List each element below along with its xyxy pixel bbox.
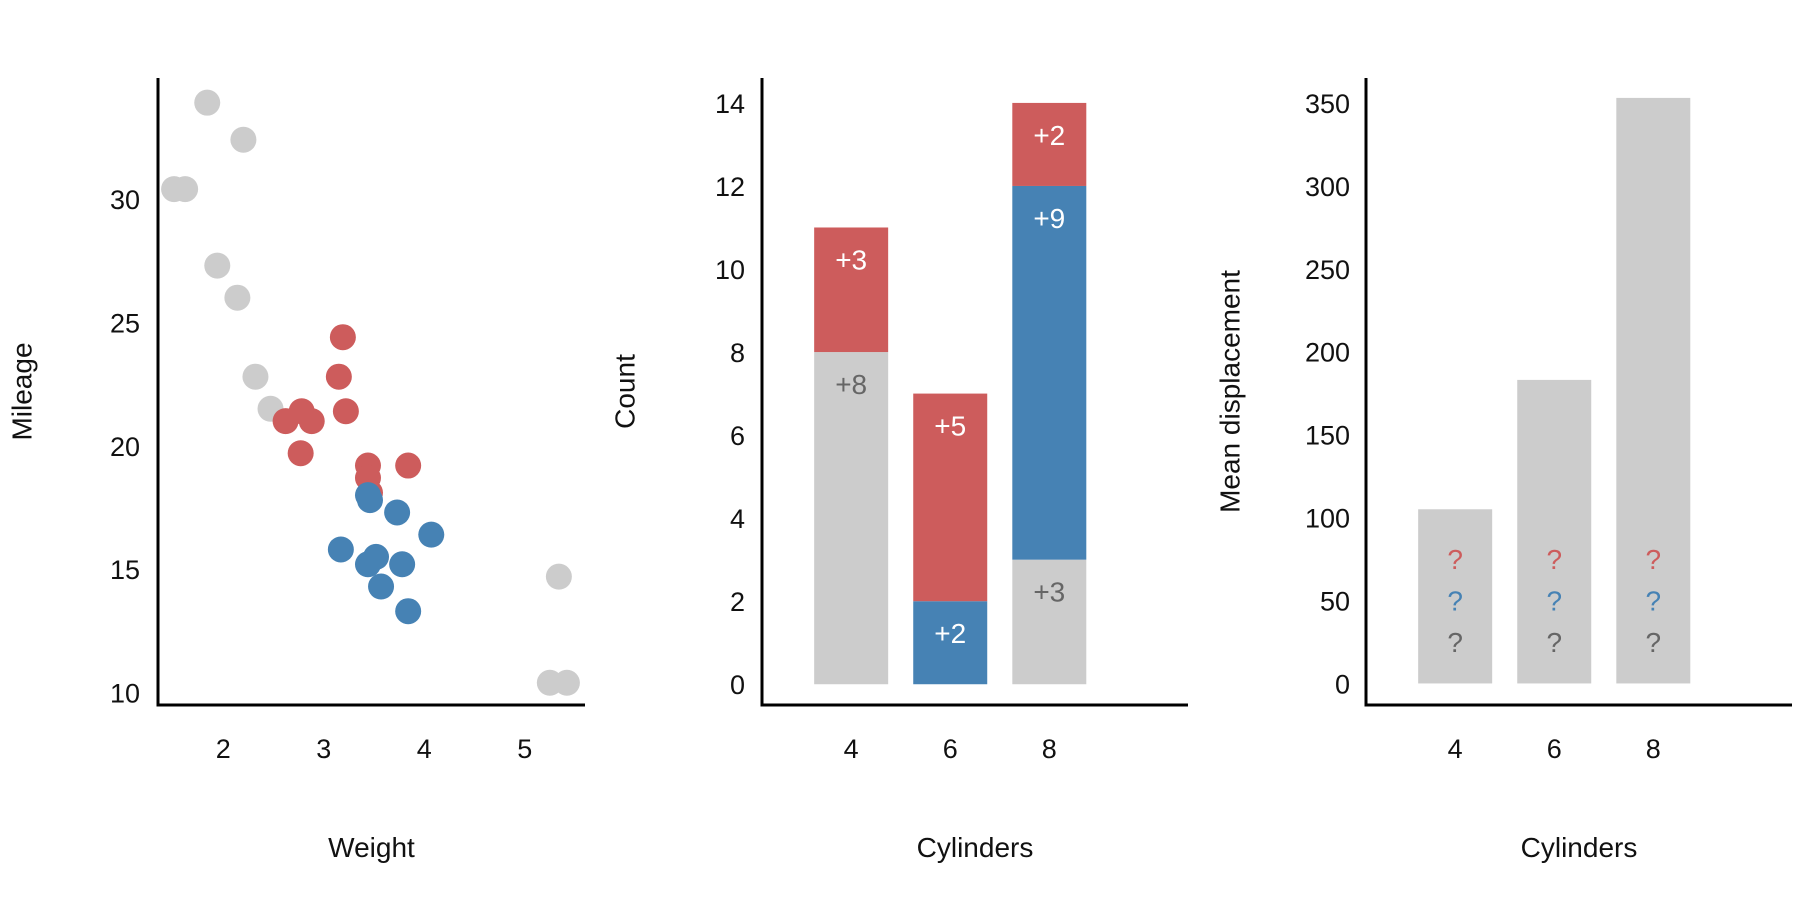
scatter-point-gray [545,563,572,590]
y-tick-label: 150 [1305,421,1350,451]
bar-segment-blue [1012,185,1087,560]
scatter-point-blue [384,499,411,526]
x-tick-label: 4 [844,734,859,764]
bar-segment-label: +2 [1033,120,1065,151]
y-tick-label: 300 [1305,172,1350,202]
scatter-point-gray [194,89,221,116]
y-tick-label: 2 [730,587,745,617]
question-mark-label: ? [1447,544,1463,575]
y-tick-label: 10 [110,679,140,709]
bar [1418,509,1493,684]
y-tick-label: 100 [1305,504,1350,534]
question-mark-label: ? [1447,627,1463,658]
scatter-point-gray [242,363,269,390]
y-axis-label: Mean displacement [1215,270,1246,513]
x-tick-label: 2 [216,734,231,764]
question-mark-label: ? [1546,627,1562,658]
x-tick-label: 8 [1646,734,1661,764]
axis-lines [1364,78,1792,707]
y-tick-label: 15 [110,555,140,585]
x-tick-label: 5 [517,734,532,764]
bar-segment-label: +2 [934,618,966,649]
bar-segment-blue [913,601,988,685]
scatter-point-red [298,408,325,435]
y-tick-label: 20 [110,432,140,462]
y-tick-label: 14 [715,89,745,119]
y-tick-label: 12 [715,172,745,202]
scatter-point-blue [327,536,354,563]
y-tick-label: 250 [1305,255,1350,285]
displacement-bar-panel: 0 50 100 150 200 250 300 350 4 6 8 Cylinders Mean di… [1215,78,1792,863]
bar-segment-label: +5 [934,411,966,442]
scatter-point-blue [363,543,390,570]
y-tick-label: 4 [730,504,745,534]
bar-segment-label: +3 [835,244,867,275]
scatter-point-red [332,398,359,425]
y-tick-label: 50 [1320,587,1350,617]
stacked-bar-panel: 0 2 4 6 8 10 12 14 4 6 8 Cylinders Count +8 +3 +2 +5 +3 +9… [610,78,1188,863]
y-tick-label: 200 [1305,338,1350,368]
y-axis-label: Count [610,354,641,429]
scatter-point-gray [204,252,231,279]
y-tick-label: 30 [110,185,140,215]
scatter-point-gray [172,176,199,203]
question-mark-label: ? [1646,627,1662,658]
scatter-point-blue [389,551,416,578]
scatter-point-red [325,363,352,390]
y-tick-label: 25 [110,308,140,338]
x-axis-label: Cylinders [1521,832,1638,863]
scatter-point-red [287,440,314,467]
y-tick-label: 8 [730,338,745,368]
bar-segment-label: +8 [835,369,867,400]
scatter-point-blue [368,573,395,600]
x-tick-label: 4 [417,734,432,764]
scatter-point-blue [354,482,381,509]
bar-segment-gray [1012,559,1087,685]
bar [1517,379,1592,684]
scatter-point-red [329,324,356,351]
x-tick-label: 4 [1448,734,1463,764]
scatter-point-blue [395,598,422,625]
scatter-point-gray [230,126,257,153]
bar-segment-gray [814,352,889,685]
bar-segment-label: +9 [1033,203,1065,234]
scatter-point-gray [553,669,580,696]
scatter-point-blue [418,521,445,548]
y-tick-label: 0 [1335,669,1350,699]
x-axis-label: Cylinders [917,832,1034,863]
scatter-point-gray [224,284,251,311]
question-mark-label: ? [1646,586,1662,617]
y-axis-label: Mileage [7,342,38,440]
question-mark-label: ? [1546,586,1562,617]
bar-segment-red [814,227,889,353]
x-tick-label: 8 [1042,734,1057,764]
x-tick-label: 6 [943,734,958,764]
x-tick-label: 6 [1547,734,1562,764]
x-axis-label: Weight [328,832,415,863]
y-tick-label: 10 [715,255,745,285]
x-tick-label: 3 [316,734,331,764]
scatter-panel: 10 15 20 25 30 2 3 4 5 Weight Mileage [7,78,585,863]
y-tick-label: 6 [730,421,745,451]
y-tick-label: 0 [730,670,745,700]
bar-segment-red [1012,102,1087,186]
question-mark-label: ? [1546,544,1562,575]
bar-segment-red [913,393,988,602]
y-tick-label: 350 [1305,89,1350,119]
question-mark-label: ? [1646,544,1662,575]
axis-lines [156,78,585,707]
question-mark-label: ? [1447,586,1463,617]
bar-segment-label: +3 [1033,577,1065,608]
scatter-point-red [395,452,422,479]
bar [1616,97,1691,684]
axis-lines [760,78,1188,707]
